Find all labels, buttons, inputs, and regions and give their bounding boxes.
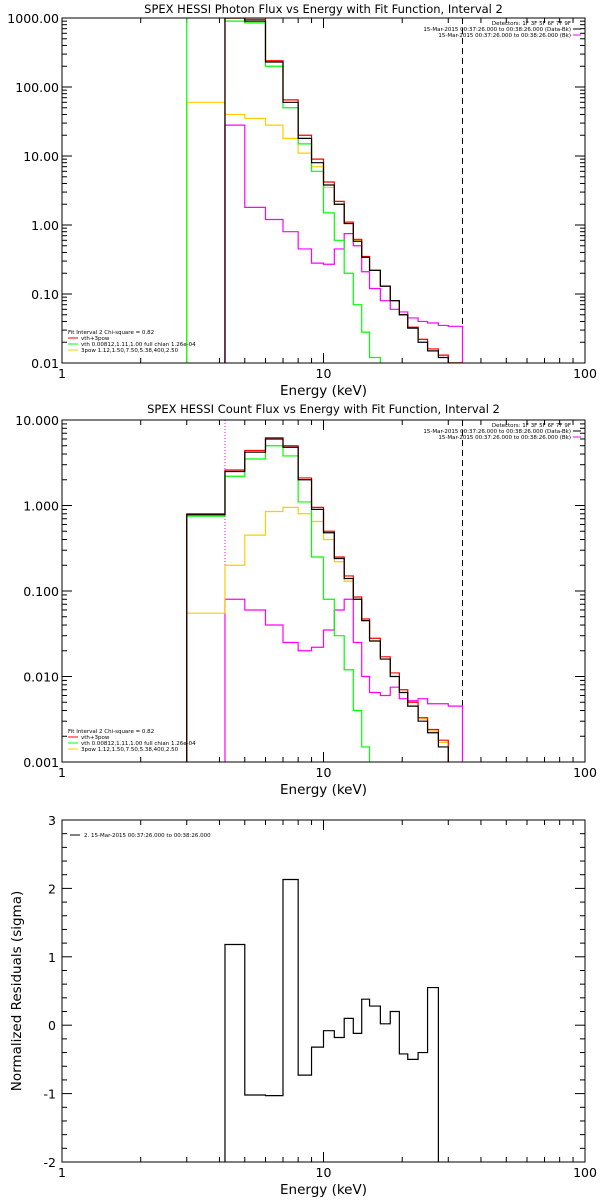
y-tick-label: 1 [48,950,56,965]
series-line-vth [186,18,391,363]
series-line-3pow [186,101,464,363]
legend-entry: 2. 15-Mar-2015 00:37:26.000 to 00:38:26.… [84,833,211,839]
photon-flux-panel: SPEX HESSI Photon Flux vs Energy with Fi… [7,2,597,399]
series-group [224,878,439,1162]
chart-title: SPEX HESSI Count Flux vs Energy with Fit… [147,402,500,416]
info-line: 15-Mar-2015 00:37:26.000 to 00:38:26.000… [423,27,571,33]
plot-frame [61,819,586,1163]
plot-frame [61,419,586,763]
info-line: 15-Mar-2015 00:37:26.000 to 00:38:26.000… [438,33,571,39]
y-tick-label: -2 [44,1155,56,1170]
count-flux-panel: SPEX HESSI Count Flux vs Energy with Fit… [15,402,597,798]
x-tick-label: 10 [316,366,332,381]
legend-title: Fit Interval 2 Chi-square = 0.82 [68,330,154,336]
y-tick-label: 1000.00 [7,11,59,26]
x-tick-label: 100 [573,366,597,381]
legend-entry: vth 0.00812,1.11,1.00 full chian 1.26e-0… [81,741,196,747]
y-tick-label: 0.100 [23,584,59,599]
y-tick-label: 0 [48,1018,56,1033]
series-line-bk [224,598,464,762]
series-group [186,18,464,363]
info-line: 15-Mar-2015 00:37:26.000 to 00:38:26.000… [423,429,571,435]
y-ticks [62,819,585,1163]
x-ticks [61,820,574,1162]
x-tick-label: 1 [58,366,66,381]
x-tick-label: 10 [316,765,332,780]
y-tick-label: -1 [44,1087,56,1102]
x-ticks [61,420,574,762]
y-tick-label: 10.00 [23,149,59,164]
y-tick-label: 3 [48,813,56,828]
x-tick-label: 10 [316,1165,332,1180]
series-line-data-bk [186,438,449,762]
x-tick-label: 1 [58,1165,66,1180]
legend-entry: 3pow 1.12,1.50,7.50,5.38,400,2.50 [81,348,179,354]
x-axis-label: Energy (keV) [280,1182,367,1198]
x-tick-label: 1 [58,765,66,780]
x-axis-label: Energy (keV) [280,383,367,399]
x-ticks [61,18,574,363]
y-tick-label: 2 [48,881,56,896]
legend-entry: vth+3pow [81,336,110,342]
x-tick-label: 100 [573,765,597,780]
y-axis-label: Normalized Residuals (sigma) [9,891,25,1092]
legend-entry: 3pow 1.12,1.50,7.50,5.38,400,2.50 [81,747,179,753]
chart-title: SPEX HESSI Photon Flux vs Energy with Fi… [144,2,503,16]
series-line-vth-3pow [224,18,464,363]
series-line-2-15-mar-2015-00-37-26-000-to-00-38-26-000 [224,878,439,1162]
series-group [186,437,464,762]
legend-entry: vth+3pow [81,735,110,741]
y-tick-label: 0.010 [23,670,59,685]
series-line-3pow [186,506,449,762]
series-line-vth-3pow [186,437,449,762]
y-tick-label: 100.00 [15,80,59,95]
legend-entry: vth 0.00812,1.11,1.00 full chian 1.26e-0… [81,342,196,348]
series-line-vth [186,445,371,762]
y-tick-label: 0.001 [23,755,59,770]
info-line: Detectors: 1F 3F 5F 6F 7F 9F [492,423,571,429]
y-tick-label: 1.00 [31,218,59,233]
y-tick-label: 10.000 [15,413,59,428]
x-tick-label: 100 [573,1165,597,1180]
plot-frame [61,17,586,364]
y-tick-label: 0.10 [31,287,59,302]
legend-title: Fit Interval 2 Chi-square = 0.82 [68,729,154,735]
y-tick-label: 0.01 [31,356,59,371]
series-line-data-bk [224,18,464,363]
info-line: 15-Mar-2015 00:37:26.000 to 00:38:26.000… [438,435,571,441]
series-line-bk [224,124,464,363]
y-tick-label: 1.000 [23,499,59,514]
info-line: Detectors: 1F 3F 5F 6F 7F 9F [492,21,571,27]
x-axis-label: Energy (keV) [280,782,367,798]
